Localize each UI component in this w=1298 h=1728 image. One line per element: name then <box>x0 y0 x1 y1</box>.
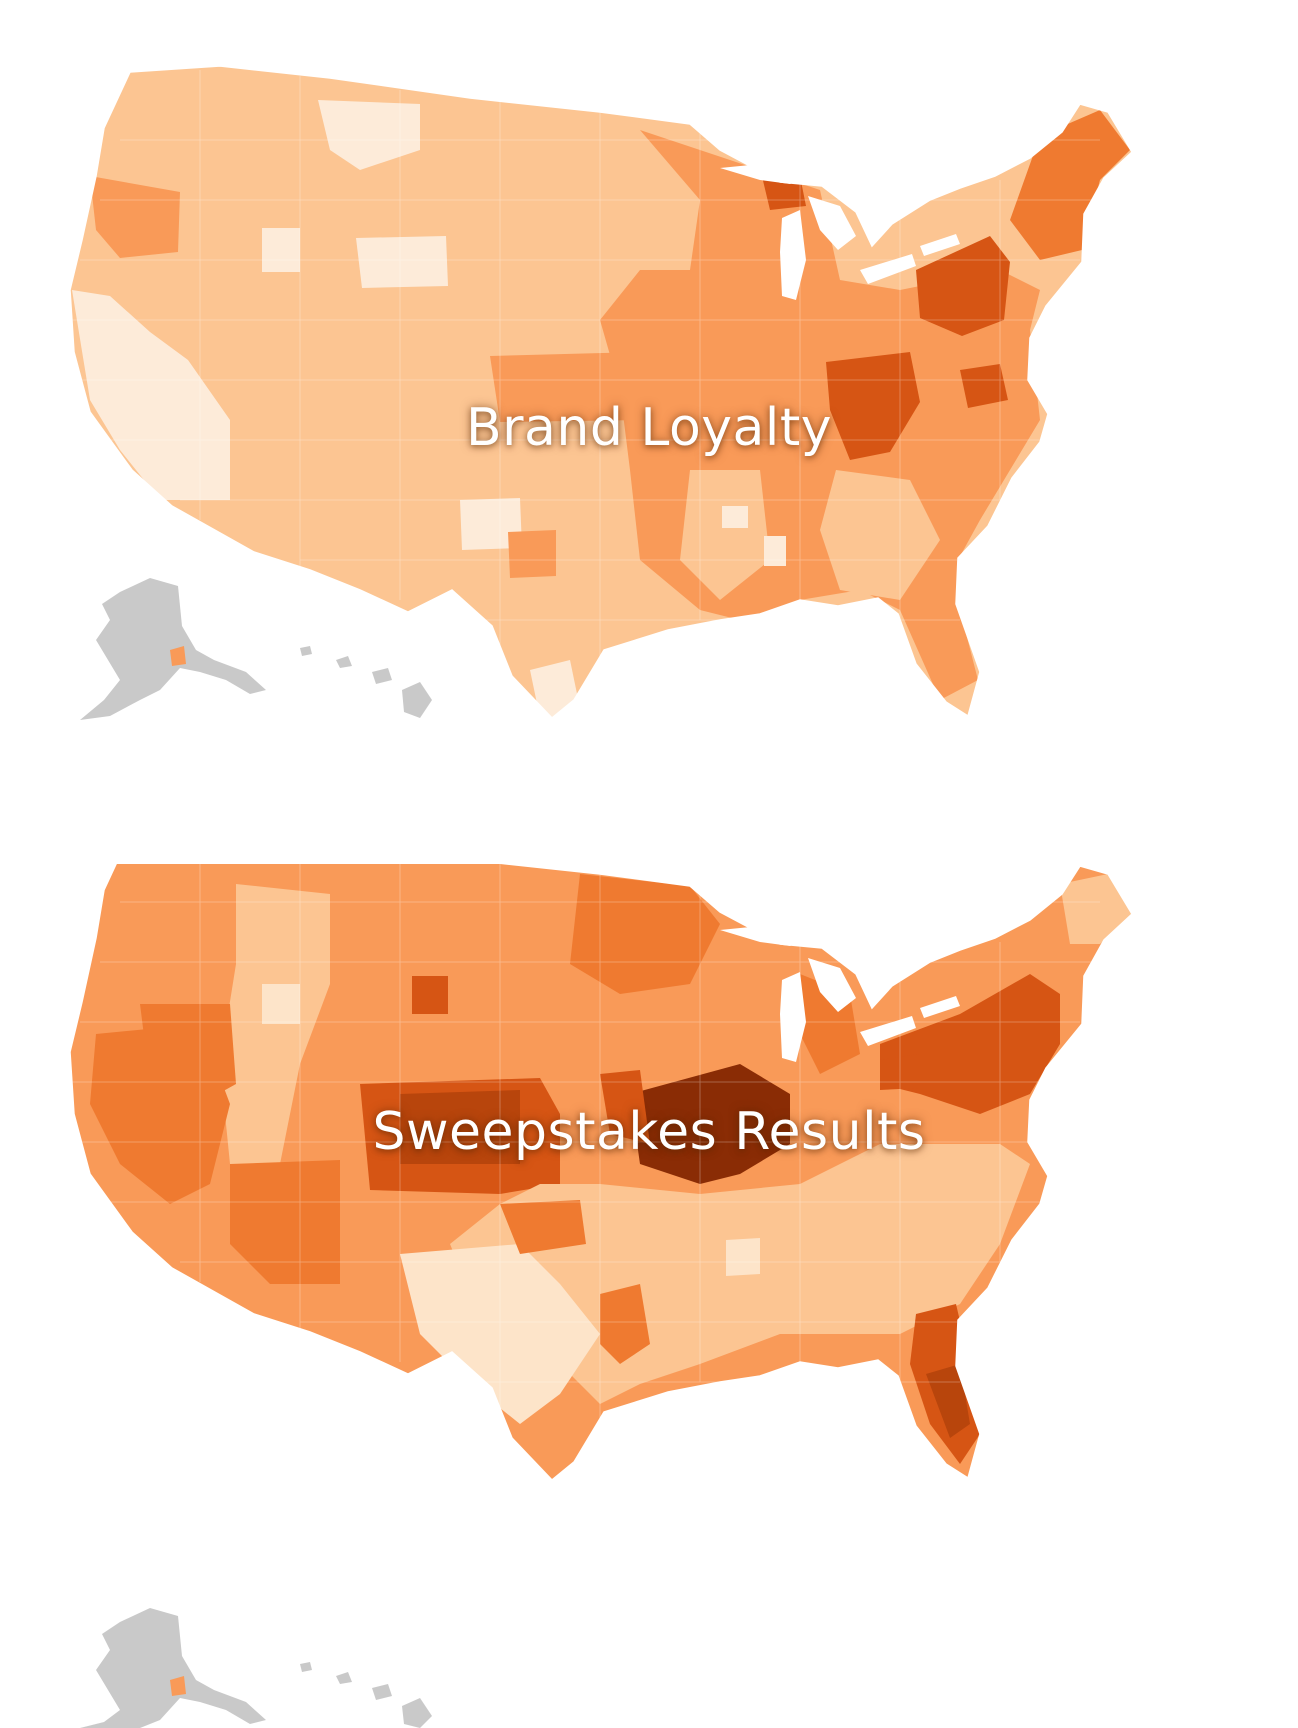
county-lines <box>72 864 1110 1452</box>
alaska-patch <box>170 646 186 666</box>
conterminous-us <box>69 864 1133 1482</box>
region-pennsylvania-dark <box>916 236 1010 336</box>
hawaii-maui <box>372 1684 392 1700</box>
conterminous-us <box>69 65 1133 720</box>
hawaii <box>300 646 432 718</box>
great-lakes <box>720 924 960 1062</box>
region-texas-very-light <box>400 1244 600 1424</box>
hawaii-oahu <box>336 656 352 668</box>
region-wyoming-dark <box>412 976 448 1014</box>
region-minnesota-medium <box>570 874 720 994</box>
region-oklahoma-strong <box>500 1200 586 1254</box>
region-colorado-patch <box>490 352 646 422</box>
region-nevada-strong <box>140 1004 236 1104</box>
hawaii-kauai <box>300 1662 312 1672</box>
region-arizona-strong <box>230 1160 340 1284</box>
region-oklahoma-patch <box>508 530 556 578</box>
region-southeast-light <box>820 470 940 600</box>
region-alabama-white <box>764 536 786 566</box>
great-lakes <box>720 162 960 300</box>
hawaii <box>300 1662 432 1728</box>
region-ohio-dark <box>880 1054 920 1090</box>
region-mississippi-light <box>680 470 770 600</box>
sweepstakes-results-map <box>69 864 1133 1728</box>
region-florida-darker <box>926 1364 970 1438</box>
alaska <box>80 578 266 720</box>
brand-loyalty-map <box>69 65 1133 720</box>
county-lines <box>72 70 1110 690</box>
alaska-patch <box>170 1676 186 1696</box>
hawaii-oahu <box>336 1672 352 1684</box>
region-colorado-darker <box>400 1090 520 1164</box>
region-louisiana-strong <box>600 1284 650 1364</box>
region-ohio-valley-dark <box>826 352 920 460</box>
region-newmexico-light <box>460 498 522 550</box>
conus-outline <box>69 864 1133 1482</box>
region-northeast-dark <box>880 974 1060 1114</box>
region-illinois-dark <box>600 1070 650 1144</box>
hawaii-kauai <box>300 646 312 656</box>
map-title: Brand Loyalty <box>465 398 833 458</box>
hawaii-island <box>402 1698 432 1728</box>
county-regions <box>72 100 1130 718</box>
conus-outline <box>69 65 1133 720</box>
alaska-shape <box>80 1608 266 1728</box>
region-california <box>72 290 230 500</box>
region-mississippi-white <box>726 1238 760 1276</box>
alaska-shape <box>80 578 266 720</box>
brand-loyalty-map-panel: Brand Loyalty <box>69 65 1133 720</box>
county-regions <box>90 874 1132 1464</box>
hawaii-island <box>402 682 432 718</box>
sweepstakes-results-map-panel: Sweepstakes Results <box>0 864 1298 1728</box>
hawaii-maui <box>372 668 392 684</box>
region-new-england <box>1010 110 1130 260</box>
region-arkansas-white <box>722 506 748 528</box>
region-maine-light <box>1060 874 1132 944</box>
region-virginia-dark <box>960 364 1008 408</box>
map-title: Sweepstakes Results <box>372 1102 926 1162</box>
region-idaho-light <box>318 100 420 170</box>
region-wyoming-light <box>356 236 448 288</box>
region-nevada-light <box>262 228 300 272</box>
region-idaho-white <box>262 984 300 1024</box>
alaska <box>80 1608 266 1728</box>
region-indiana-ohio-darkest <box>630 1064 790 1184</box>
region-oregon-patch <box>90 176 180 258</box>
